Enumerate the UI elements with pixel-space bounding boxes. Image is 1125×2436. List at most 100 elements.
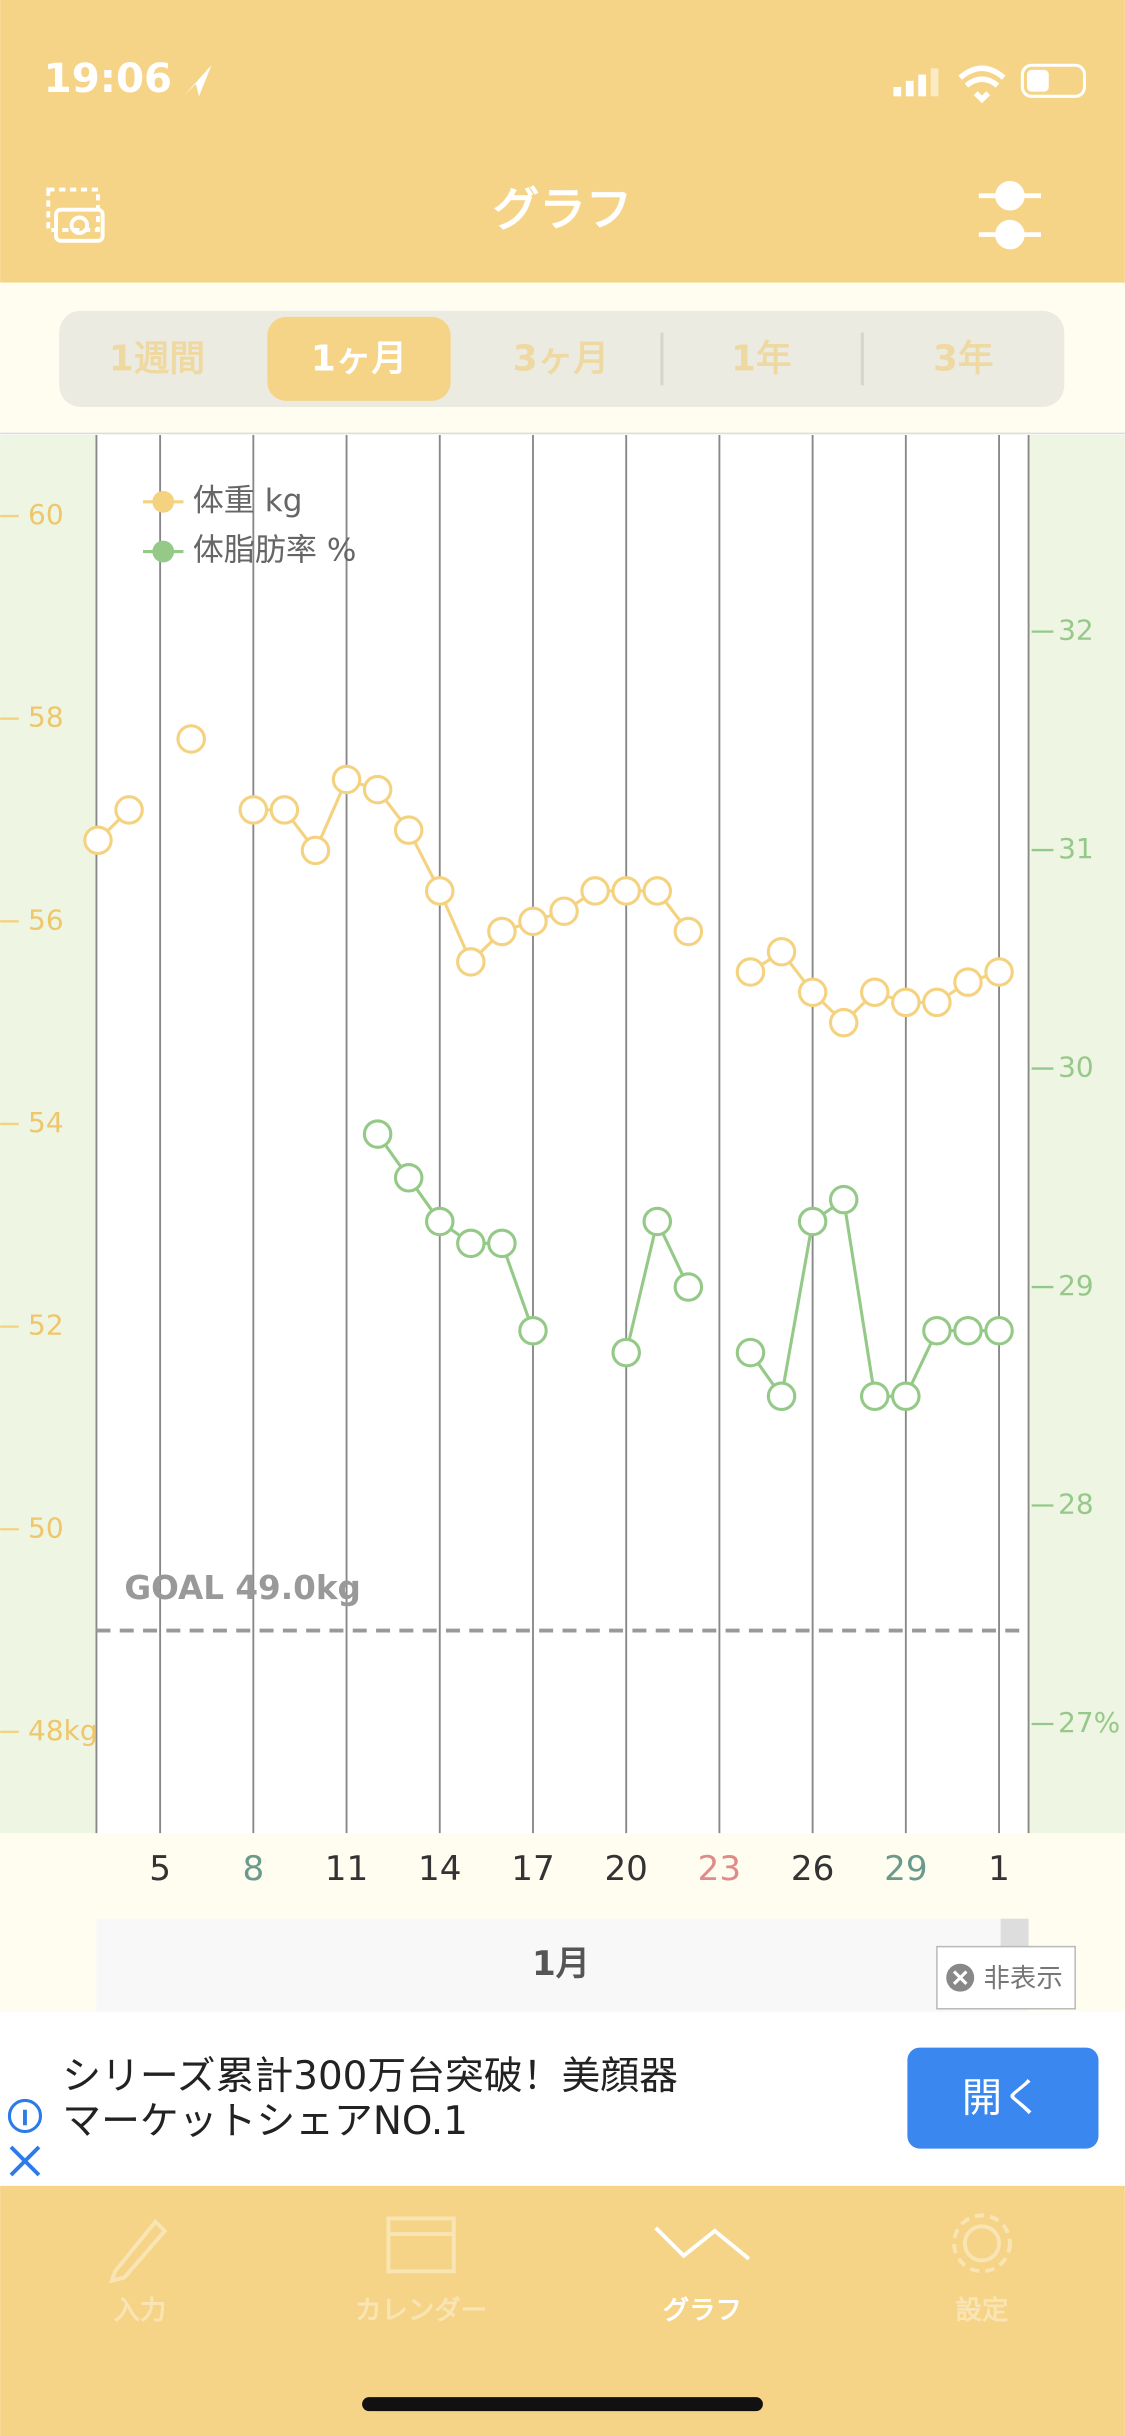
data-point: [300, 835, 331, 866]
data-point: [114, 795, 144, 825]
data-point: [362, 1119, 393, 1149]
y-tick-label: 48kg: [28, 1714, 98, 1747]
data-point: [331, 764, 362, 795]
legend-label: 体脂肪率 %: [193, 533, 357, 569]
x-tick-label: 11: [325, 1849, 368, 1889]
x-tick-label: 26: [791, 1849, 834, 1889]
data-point: [456, 1228, 486, 1259]
x-tick-label: 20: [604, 1849, 647, 1889]
home-indicator: [362, 2397, 763, 2412]
data-point: [673, 916, 704, 947]
data-point: [891, 987, 921, 1018]
data-point: [611, 1337, 641, 1368]
month-bar: [96, 1918, 1029, 2012]
ad-open-label: 開く: [962, 2074, 1043, 2121]
wifi-icon: [958, 65, 1006, 104]
y-tick-label: 52: [28, 1309, 64, 1342]
tab-bar-label[interactable]: カレンダー: [355, 2295, 487, 2326]
tab-bar: [0, 2185, 1125, 2436]
data-point: [953, 967, 983, 997]
data-point: [642, 876, 673, 906]
right-axis-area: [1028, 435, 1125, 1834]
data-point: [425, 876, 455, 906]
tab-label[interactable]: 3年: [933, 338, 994, 379]
ad-close[interactable]: [9, 2145, 41, 2177]
y-tick-label: 54: [28, 1106, 64, 1139]
data-point: [487, 916, 517, 947]
x-tick-label: 8: [242, 1849, 264, 1889]
x-tick-label: 5: [149, 1849, 171, 1889]
y-tick-label: 56: [28, 903, 64, 936]
camera-button[interactable]: [46, 187, 105, 243]
x-axis-area: [0, 1833, 1125, 1919]
settings-slider-button[interactable]: [978, 180, 1041, 250]
tab-label[interactable]: 1年: [731, 338, 792, 379]
data-point: [828, 1007, 859, 1038]
tab-label[interactable]: 3ヶ月: [513, 338, 609, 379]
legend-marker: [152, 490, 175, 513]
data-point: [487, 1228, 517, 1259]
data-point: [984, 957, 1014, 987]
data-point: [735, 957, 766, 987]
tab-label[interactable]: 1ヶ月: [311, 338, 407, 379]
ad-open-button[interactable]: [907, 2047, 1099, 2149]
data-point: [611, 876, 641, 906]
data-point: [642, 1206, 673, 1237]
signal-icon: [893, 68, 939, 97]
data-point: [580, 876, 610, 906]
x-tick-label: 14: [418, 1849, 461, 1889]
data-point: [269, 795, 300, 825]
nav-title: グラフ: [493, 182, 633, 236]
hide-icon-x: [952, 1970, 968, 1986]
data-point: [828, 1184, 859, 1215]
data-point: [176, 724, 206, 754]
data-point: [393, 815, 424, 845]
data-point: [425, 1206, 455, 1237]
data-point: [456, 947, 486, 977]
data-point: [393, 1163, 424, 1193]
battery-level: [1027, 69, 1049, 92]
data-point: [797, 1206, 828, 1237]
left-axis-area: [0, 435, 97, 1834]
data-point: [238, 795, 269, 825]
y2-tick-label: 28: [1058, 1488, 1094, 1521]
data-point: [549, 896, 579, 926]
legend-marker: [152, 540, 175, 563]
y2-tick-label: 30: [1058, 1051, 1094, 1084]
y2-tick-label: 32: [1058, 614, 1094, 647]
y-tick-label: 58: [28, 701, 64, 734]
x-tick-label: 17: [511, 1849, 554, 1889]
tab-bar-label[interactable]: 入力: [114, 2295, 167, 2326]
data-point: [518, 1315, 548, 1346]
data-point: [953, 1315, 983, 1346]
y-tick-label: 50: [28, 1511, 64, 1544]
y2-tick-label: 29: [1058, 1269, 1094, 1302]
tab-selected[interactable]: [267, 316, 451, 401]
data-point: [362, 774, 393, 805]
y-tick-label: 60: [28, 498, 64, 531]
data-point: [735, 1337, 766, 1368]
tab-label[interactable]: 1週間: [109, 338, 205, 379]
battery-icon: [1020, 63, 1087, 98]
ad-text: シリーズ累計300万台突破！美顔器: [62, 2054, 678, 2099]
tab-bar-label[interactable]: グラフ: [663, 2295, 742, 2326]
x-tick-label: 29: [884, 1849, 927, 1889]
goal-label: GOAL 49.0kg: [124, 1569, 360, 1607]
data-point: [766, 1381, 797, 1412]
hide-button-label: 非表示: [984, 1963, 1063, 1994]
data-point: [766, 936, 797, 967]
data-point: [860, 1381, 890, 1412]
data-point: [922, 987, 952, 1018]
data-point: [984, 1315, 1014, 1346]
ad-info-icon[interactable]: [7, 2098, 43, 2134]
y2-tick-label: 31: [1058, 832, 1094, 865]
month-label: 1月: [532, 1944, 590, 1984]
header: [0, 0, 1125, 283]
tab-bar-label[interactable]: 設定: [956, 2295, 1009, 2326]
plot-area: [96, 435, 1029, 1834]
data-point: [860, 977, 890, 1008]
data-point: [518, 906, 548, 937]
data-point: [891, 1381, 921, 1412]
